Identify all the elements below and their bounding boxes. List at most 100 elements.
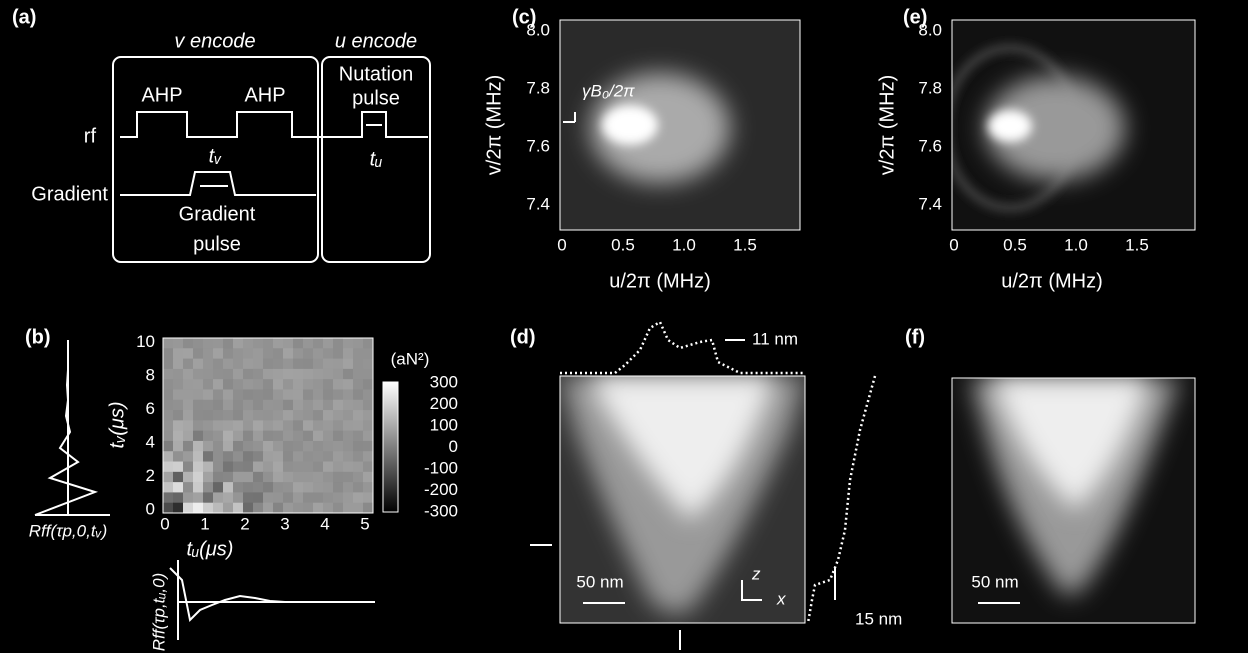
heat-cell <box>293 502 304 514</box>
image-e <box>952 20 1195 230</box>
heat-cell <box>253 482 264 493</box>
heat-cell <box>293 399 304 411</box>
heat-cell <box>343 461 354 473</box>
colorbar-tick-label: -200 <box>424 480 458 499</box>
heat-cell <box>363 358 374 370</box>
v-box <box>112 56 319 263</box>
profile-label: Rff(τp,0,tᵥ) <box>29 521 108 540</box>
heat-cell <box>333 399 344 411</box>
heat-cell <box>363 471 374 483</box>
heat-cell <box>363 379 374 390</box>
heat-cell <box>163 348 174 360</box>
heat-cell <box>223 338 234 349</box>
pulse: pulse <box>352 87 400 109</box>
heat-cell <box>333 338 344 349</box>
heat-cell <box>323 502 334 514</box>
heat-cell <box>273 440 284 452</box>
heat-cell <box>243 368 254 380</box>
heat-cell <box>183 482 194 493</box>
heat-cell <box>253 492 264 504</box>
x-tick-label: 1.5 <box>733 235 757 254</box>
heat-cell <box>163 358 174 370</box>
heat-cell <box>223 358 234 370</box>
heat-cell <box>323 420 334 432</box>
heat-cell <box>173 410 184 421</box>
heat-cell <box>303 420 314 432</box>
y-tick-label: 4 <box>146 432 155 451</box>
heat-cell <box>273 358 284 370</box>
heat-cell <box>353 430 364 442</box>
frame <box>951 377 1196 624</box>
heat-cell <box>173 389 184 401</box>
heat-cell <box>263 368 274 380</box>
u-box <box>321 56 431 263</box>
heat-cell <box>203 471 214 483</box>
heat-cell <box>203 379 214 390</box>
heat-cell <box>163 399 174 411</box>
heat-cell <box>203 389 214 401</box>
heat-cell <box>213 471 224 483</box>
heat-cell <box>183 420 194 432</box>
u-encode: u encode <box>335 30 417 52</box>
heat-cell <box>243 430 254 442</box>
heat-cell <box>203 399 214 411</box>
x-tick-label: 1.0 <box>672 235 696 254</box>
heat-cell <box>223 430 234 442</box>
tu: tᵤ <box>370 148 383 170</box>
heat-cell <box>333 368 344 380</box>
heat-cell <box>343 492 354 504</box>
heat-cell <box>213 338 224 349</box>
heat-cell <box>333 482 344 493</box>
heat-cell <box>323 461 334 473</box>
heat-cell <box>323 410 334 421</box>
heat-cell <box>353 389 364 401</box>
heat-cell <box>293 348 304 360</box>
y-tick-label: 8 <box>146 365 155 384</box>
heat-cell <box>173 482 184 493</box>
frame <box>559 19 801 231</box>
heat-cell <box>243 440 254 452</box>
x-tick-label: 0 <box>949 235 958 254</box>
heat-cell <box>323 471 334 483</box>
gradient-pulse: Gradient <box>179 203 256 225</box>
x-tick-label: 2 <box>240 514 249 533</box>
heat-cell <box>193 420 204 432</box>
heat-cell <box>243 410 254 421</box>
x-label: u/2π (MHz) <box>1001 270 1103 292</box>
x-tick-label: 1.0 <box>1064 235 1088 254</box>
heat-cell <box>173 379 184 390</box>
heat-cell <box>303 461 314 473</box>
y-tick-label: 7.4 <box>918 194 942 213</box>
heat-cell <box>353 502 364 514</box>
heat-cell <box>243 379 254 390</box>
heat-cell <box>243 338 254 349</box>
heat-cell <box>293 420 304 432</box>
heat-cell <box>213 399 224 411</box>
heat-cell <box>233 451 244 463</box>
heat-cell <box>283 348 294 360</box>
heat-cell <box>213 420 224 432</box>
x-tick-label: 5 <box>360 514 369 533</box>
heat-cell <box>313 482 324 493</box>
heat-cell <box>363 348 374 360</box>
heat-cell <box>183 338 194 349</box>
heat-cell <box>213 430 224 442</box>
heat-cell <box>173 348 184 360</box>
heat-cell <box>343 368 354 380</box>
heat-cell <box>293 358 304 370</box>
heat-cell <box>263 440 274 452</box>
heat-cell <box>333 410 344 421</box>
heat-cell <box>283 502 294 514</box>
heat-cell <box>323 368 334 380</box>
heat-cell <box>283 451 294 463</box>
ahp: AHP <box>244 84 285 106</box>
heat-cell <box>213 379 224 390</box>
heat-cell <box>363 368 374 380</box>
heat-cell <box>233 389 244 401</box>
heat-cell <box>203 482 214 493</box>
heat-cell <box>333 440 344 452</box>
heat-cell <box>213 451 224 463</box>
heat-cell <box>223 471 234 483</box>
heat-cell <box>293 461 304 473</box>
heat-cell <box>193 389 204 401</box>
